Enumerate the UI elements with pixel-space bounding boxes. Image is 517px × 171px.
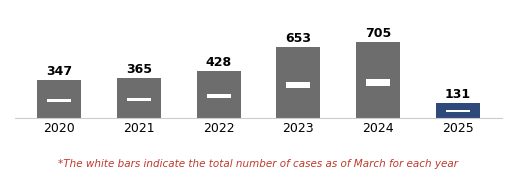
FancyBboxPatch shape	[47, 98, 71, 102]
FancyBboxPatch shape	[207, 94, 231, 98]
Text: *The white bars indicate the total number of cases as of March for each year: *The white bars indicate the total numbe…	[58, 159, 459, 169]
FancyBboxPatch shape	[446, 110, 470, 112]
Text: 705: 705	[365, 27, 391, 40]
FancyBboxPatch shape	[286, 82, 310, 88]
Text: 428: 428	[206, 56, 232, 69]
Bar	[356, 42, 400, 118]
Text: 653: 653	[285, 32, 311, 45]
FancyBboxPatch shape	[127, 97, 151, 101]
Text: 365: 365	[126, 63, 152, 76]
Bar	[436, 103, 480, 118]
Bar	[196, 71, 240, 118]
Text: 131: 131	[445, 88, 471, 101]
FancyBboxPatch shape	[366, 79, 390, 86]
Bar	[117, 78, 161, 118]
Text: 347: 347	[46, 65, 72, 78]
Bar	[37, 80, 81, 118]
Bar	[277, 47, 321, 118]
